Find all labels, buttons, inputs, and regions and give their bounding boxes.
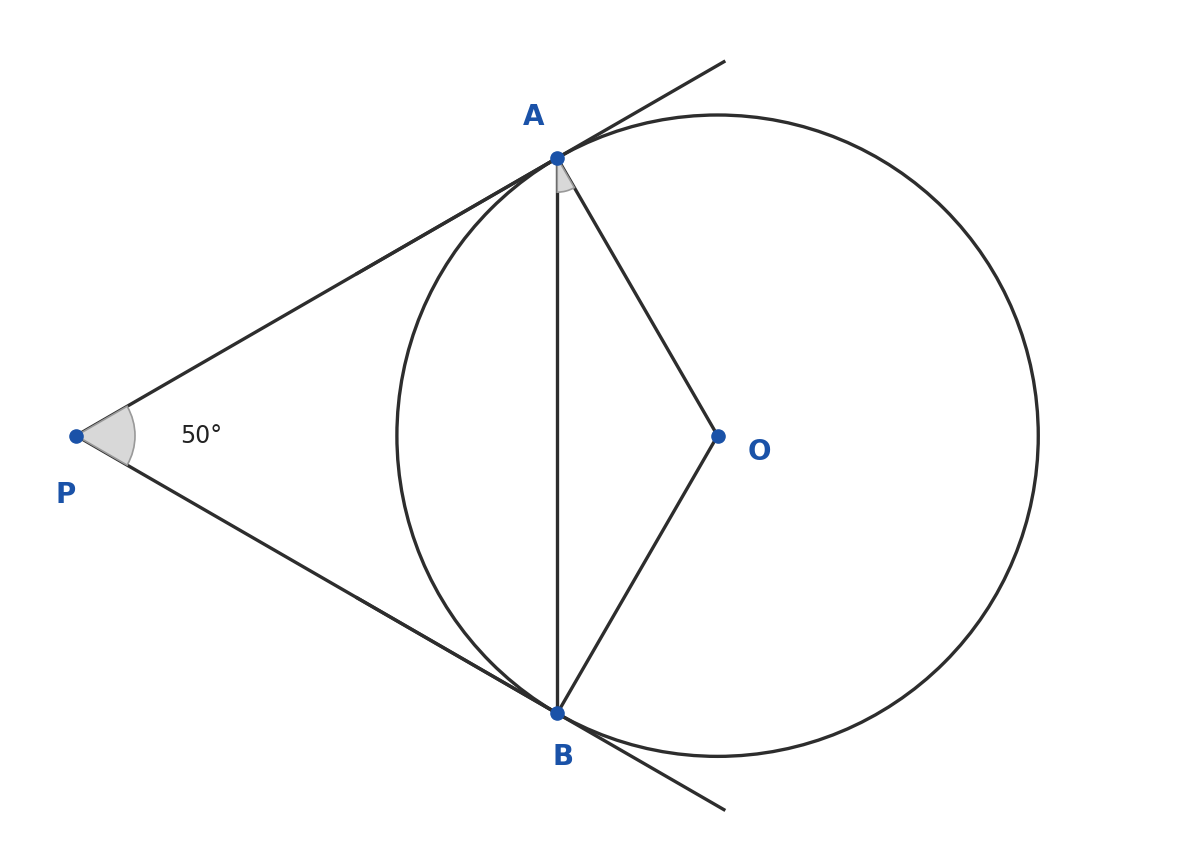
- Point: [547, 706, 566, 720]
- Text: O: O: [748, 438, 772, 466]
- Text: B: B: [552, 744, 574, 771]
- Text: P: P: [55, 480, 76, 508]
- Point: [67, 429, 86, 443]
- Text: A: A: [523, 103, 545, 131]
- Point: [547, 151, 566, 165]
- Wedge shape: [77, 406, 136, 465]
- Point: [708, 429, 727, 443]
- Text: 50°: 50°: [180, 423, 222, 448]
- Wedge shape: [557, 158, 575, 192]
